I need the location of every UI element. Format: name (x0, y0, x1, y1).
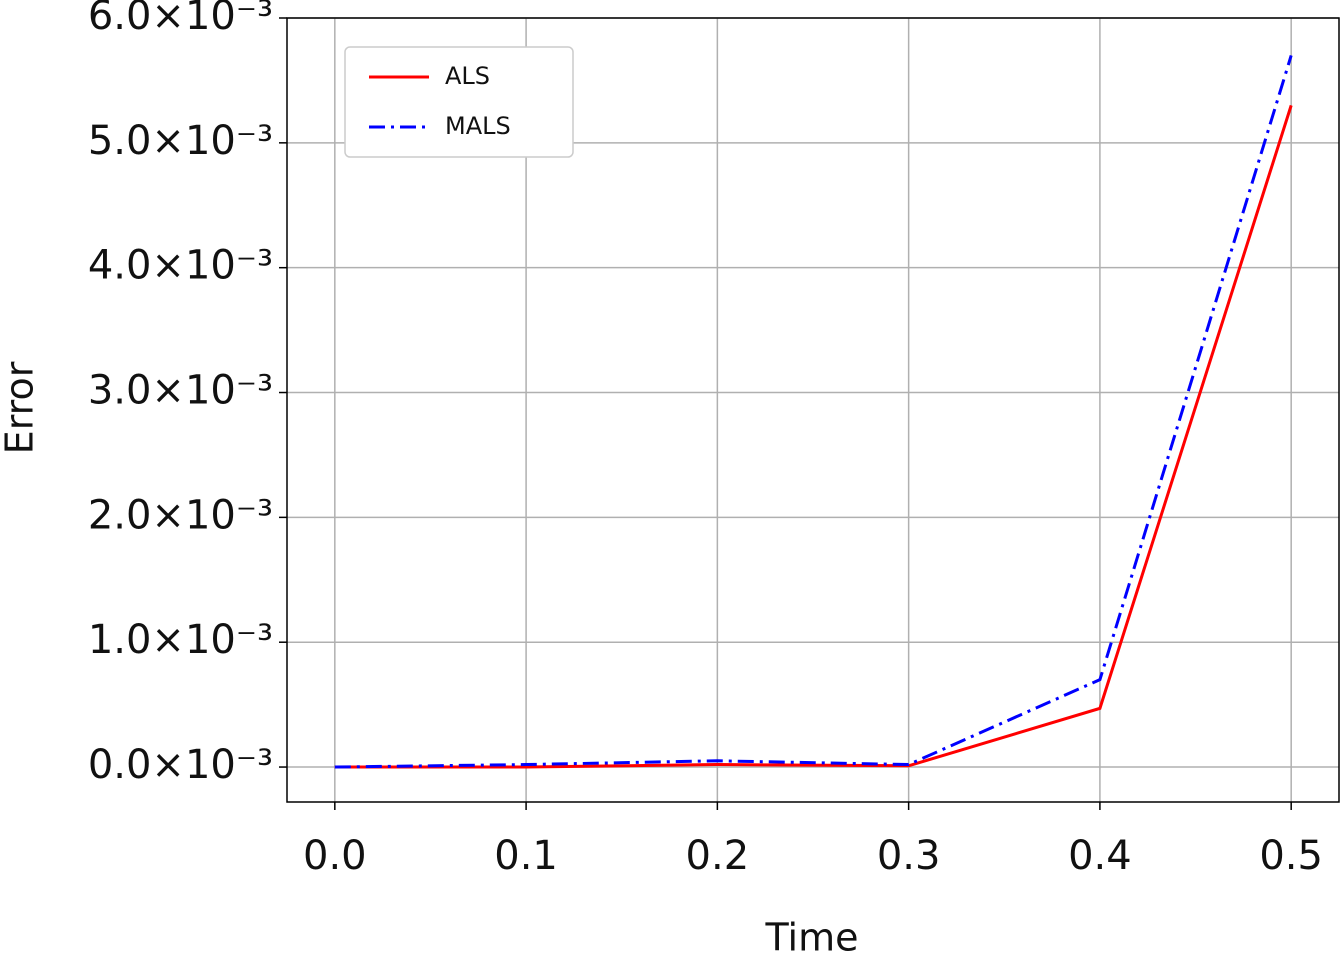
line-series (334, 55, 1293, 769)
plot-frame (286, 17, 1340, 803)
y-tick-label: 2.0×10⁻³ (88, 492, 273, 538)
y-tick-label: 5.0×10⁻³ (88, 118, 273, 164)
x-tick-label: 0.2 (686, 833, 750, 879)
y-tick-label: 0.0×10⁻³ (88, 742, 273, 788)
y-tick-label: 6.0×10⁻³ (88, 0, 273, 39)
x-tick-label: 0.4 (1068, 833, 1132, 879)
x-tick-label: 0.1 (494, 833, 558, 879)
legend-box (344, 46, 574, 158)
y-tick-label: 4.0×10⁻³ (88, 243, 273, 289)
y-tick-label: 3.0×10⁻³ (88, 368, 273, 414)
line-series (334, 104, 1293, 769)
x-tick-label: 0.3 (877, 833, 941, 879)
x-tick-label: 0.0 (303, 833, 367, 879)
x-axis-label: Time (765, 916, 859, 958)
x-tick-label: 0.5 (1259, 833, 1323, 879)
y-axis-label: Error (0, 361, 42, 454)
legend-label: ALS (445, 62, 490, 90)
y-tick-label: 1.0×10⁻³ (88, 617, 273, 663)
legend-label: MALS (445, 112, 511, 140)
